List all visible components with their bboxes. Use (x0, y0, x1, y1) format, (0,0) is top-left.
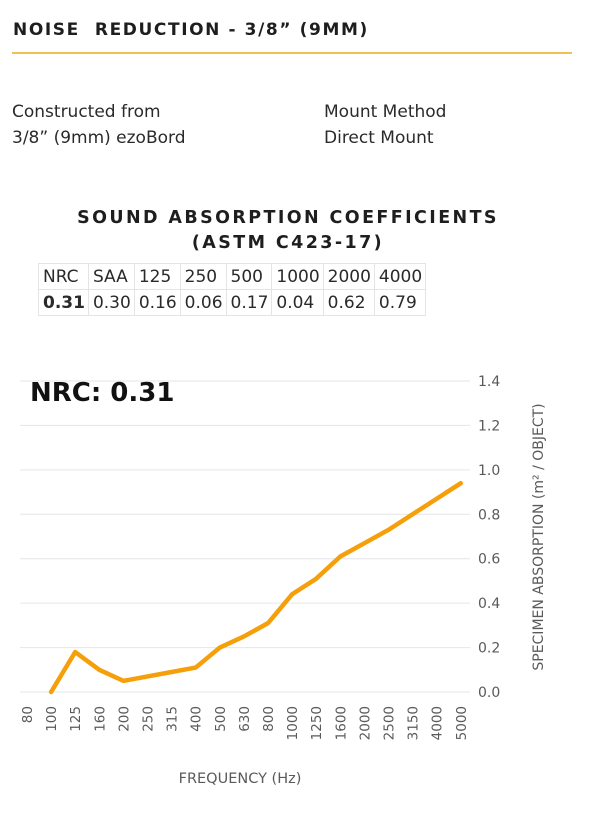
absorption-series-line (48, 480, 464, 695)
x-tick-label: 2000 (357, 706, 373, 740)
y-tick-label: 0.4 (478, 596, 500, 612)
y-tick-label: 0.8 (478, 507, 500, 523)
absorption-chart: 0.0 0.2 0.4 0.6 0.8 1.0 1.2 1.4 80 100 125 160 200 25… (20, 374, 547, 787)
coefficients-header-row: NRC SAA 125 250 500 1000 2000 4000 (38, 263, 427, 290)
x-tick-label: 630 (237, 706, 253, 732)
x-tick-label: 400 (189, 706, 205, 732)
x-tick-label: 125 (68, 706, 84, 732)
x-tick-label: 1250 (309, 706, 325, 740)
x-tick-label: 315 (165, 706, 181, 732)
y-tick-label: 1.4 (478, 374, 500, 390)
construction-value: 3/8” (9mm) ezoBord (12, 128, 186, 148)
x-tick-label: 800 (261, 706, 277, 732)
x-axis-label: FREQUENCY (Hz) (179, 771, 302, 787)
mount-label: Mount Method (324, 102, 447, 122)
value-cell: 0.17 (225, 289, 273, 316)
y-tick-label: 0.2 (478, 641, 500, 657)
x-tick-label: 1000 (285, 706, 301, 740)
page-title: NOISE REDUCTION - 3/8” (9MM) (13, 20, 369, 40)
header-cell: 4000 (373, 263, 427, 290)
x-tick-label: 200 (116, 706, 132, 732)
coefficients-title-line1: SOUND ABSORPTION COEFFICIENTS (77, 208, 499, 228)
nrc-label: NRC: 0.31 (30, 378, 175, 408)
x-tick-label: 250 (141, 706, 157, 732)
value-cell: 0.62 (322, 289, 375, 316)
y-tick-label: 1.2 (478, 418, 500, 434)
x-tick-label: 2500 (382, 706, 398, 740)
mount-value: Direct Mount (324, 128, 434, 148)
y-axis-label: SPECIMEN ABSORPTION (m² / OBJECT) (531, 403, 547, 670)
coefficients-title: SOUND ABSORPTION COEFFICIENTS (ASTM C423… (0, 206, 576, 256)
value-cell: 0.06 (179, 289, 227, 316)
x-tick-label: 3150 (406, 706, 422, 740)
x-tick-label: 5000 (454, 706, 470, 740)
construction-label: Constructed from (12, 102, 161, 122)
x-tick-label: 100 (44, 706, 60, 732)
coefficients-value-row: 0.31 0.30 0.16 0.06 0.17 0.04 0.62 0.79 (38, 289, 427, 316)
y-tick-label: 0.0 (478, 685, 500, 701)
x-tick-label: 80 (20, 706, 36, 723)
header-cell: 125 (133, 263, 181, 290)
coefficients-table: NRC SAA 125 250 500 1000 2000 4000 0.31 … (38, 263, 427, 316)
x-tick-label: 4000 (430, 706, 446, 740)
header-cell: NRC (38, 263, 89, 290)
construction-info: Constructed from 3/8” (9mm) ezoBord (12, 99, 186, 151)
value-cell: 0.16 (133, 289, 181, 316)
header-cell: 2000 (322, 263, 375, 290)
header-cell: 1000 (271, 263, 324, 290)
x-tick-label: 160 (92, 706, 108, 732)
header-cell: 500 (225, 263, 273, 290)
x-tick-label: 500 (213, 706, 229, 732)
y-tick-label: 1.0 (478, 463, 500, 479)
header-cell: SAA (87, 263, 135, 290)
value-cell: 0.79 (373, 289, 427, 316)
x-tick-label: 1600 (333, 706, 349, 740)
y-tick-label: 0.6 (478, 552, 500, 568)
coefficients-title-line2: (ASTM C423-17) (191, 233, 385, 253)
value-cell-nrc: 0.31 (38, 289, 89, 316)
header-cell: 250 (179, 263, 227, 290)
value-cell: 0.04 (271, 289, 324, 316)
value-cell: 0.30 (87, 289, 135, 316)
mount-info: Mount Method Direct Mount (324, 99, 446, 151)
title-divider (12, 52, 572, 54)
